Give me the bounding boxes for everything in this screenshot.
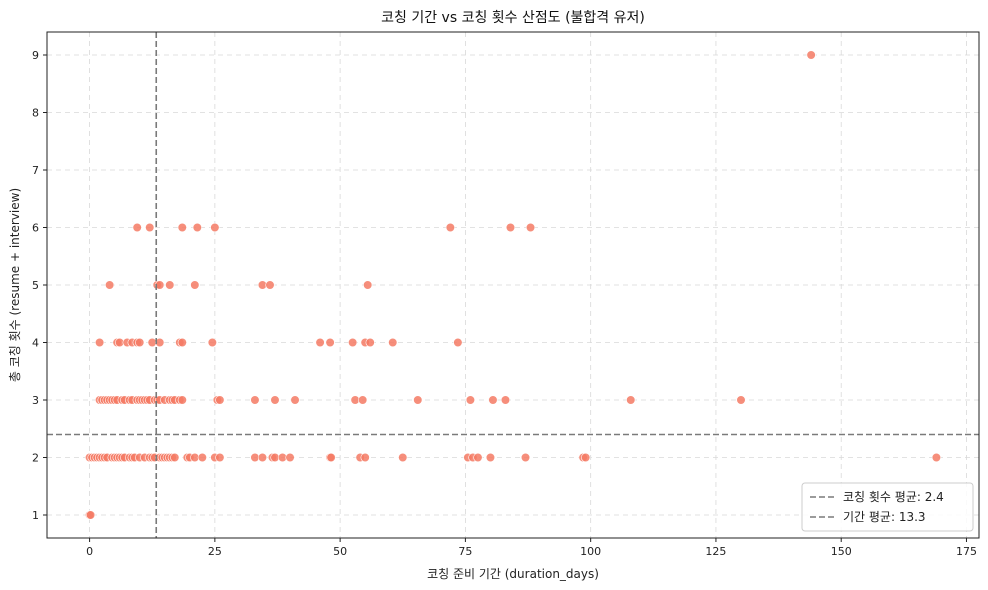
data-point <box>165 280 175 290</box>
data-point <box>257 452 268 463</box>
data-point <box>215 452 225 463</box>
legend-entry-mean-count: 코칭 횟수 평균: 2.4 <box>843 490 944 504</box>
data-point <box>525 222 536 233</box>
y-tick-label: 1 <box>32 509 39 522</box>
y-tick-label: 3 <box>32 394 39 407</box>
y-tick-label: 4 <box>32 337 39 350</box>
data-point <box>105 280 115 290</box>
x-tick-label: 150 <box>831 545 852 558</box>
data-point <box>363 280 373 290</box>
y-tick-label: 6 <box>32 222 39 235</box>
data-point <box>215 395 225 405</box>
grid <box>47 32 979 538</box>
x-axis-label: 코칭 준비 기간 (duration_days) <box>427 567 599 581</box>
data-point <box>95 337 105 348</box>
data-point <box>250 395 260 405</box>
data-point <box>190 280 200 290</box>
x-tick-label: 25 <box>208 545 222 558</box>
mean-lines <box>47 32 979 538</box>
data-point <box>360 452 370 463</box>
data-point <box>290 395 300 405</box>
x-tick-label: 0 <box>86 545 93 558</box>
x-tick-label: 75 <box>458 545 472 558</box>
data-point <box>358 395 368 405</box>
data-point <box>132 222 142 233</box>
legend-box <box>801 482 974 532</box>
data-point <box>413 395 423 405</box>
data-point <box>581 452 591 463</box>
data-point <box>473 452 483 463</box>
y-axis-label: 총 코칭 횟수 (resume + interview) <box>8 188 22 382</box>
data-point <box>736 395 746 405</box>
data-point <box>315 337 325 348</box>
y-tick-label: 9 <box>32 49 39 62</box>
data-point <box>398 452 408 463</box>
data-point <box>265 280 275 290</box>
x-axis-ticks: 0 25 50 75 100 125 150 175 <box>86 538 977 558</box>
data-point <box>170 452 180 463</box>
data-point <box>465 395 476 405</box>
data-point <box>806 50 816 60</box>
x-tick-label: 50 <box>333 545 347 558</box>
legend-entry-mean-duration: 기간 평균: 13.3 <box>843 510 926 524</box>
data-point <box>210 222 220 233</box>
data-point <box>626 395 636 405</box>
data-point <box>931 452 942 463</box>
data-point <box>325 337 335 348</box>
data-point <box>488 395 498 405</box>
data-point <box>520 452 531 463</box>
data-point <box>177 222 187 233</box>
data-point <box>388 337 398 348</box>
data-point <box>270 395 280 405</box>
data-point <box>326 452 336 463</box>
data-points <box>84 50 942 520</box>
data-point <box>197 452 207 463</box>
data-point <box>445 222 455 233</box>
data-point <box>285 452 295 463</box>
y-tick-label: 8 <box>32 107 39 120</box>
data-point <box>192 222 202 233</box>
y-tick-label: 7 <box>32 164 39 177</box>
legend: 코칭 횟수 평균: 2.4 기간 평균: 13.3 <box>801 482 974 532</box>
data-point <box>177 395 187 405</box>
data-point <box>177 337 187 348</box>
data-point <box>207 337 217 348</box>
data-point <box>505 222 516 233</box>
x-tick-label: 175 <box>956 545 977 558</box>
data-point <box>500 395 511 405</box>
y-axis-ticks: 1 2 3 4 5 6 7 8 9 <box>32 49 47 522</box>
data-point <box>85 510 96 520</box>
x-tick-label: 100 <box>580 545 601 558</box>
y-tick-label: 5 <box>32 279 39 292</box>
data-point <box>135 337 145 348</box>
data-point <box>365 337 375 348</box>
data-point <box>453 337 463 348</box>
y-tick-label: 2 <box>32 452 39 465</box>
data-point <box>348 337 358 348</box>
data-point <box>485 452 496 463</box>
data-point <box>145 222 155 233</box>
chart-title: 코칭 기간 vs 코칭 횟수 산점도 (불합격 유저) <box>381 10 645 26</box>
x-tick-label: 125 <box>705 545 726 558</box>
